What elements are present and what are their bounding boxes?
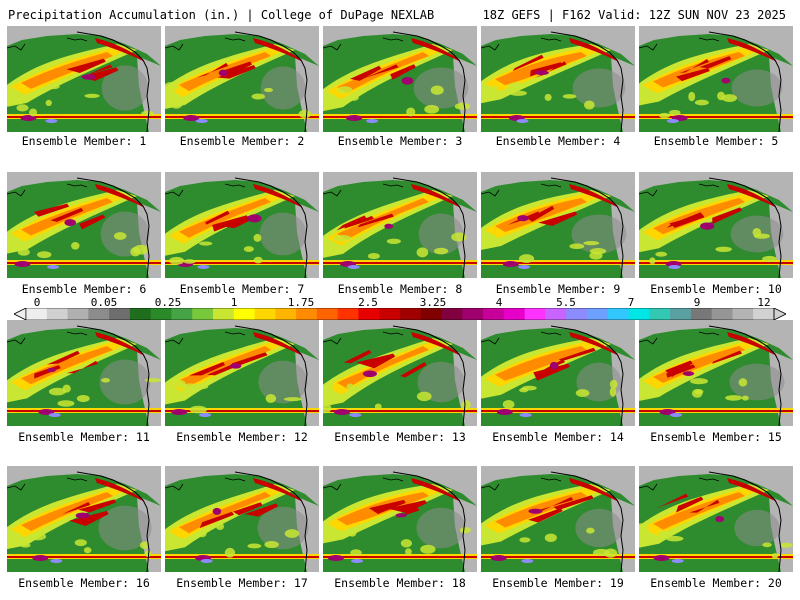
colorbar-swatch — [316, 308, 339, 320]
member-caption-5: Ensemble Member: 5 — [653, 134, 779, 148]
ensemble-map-10 — [639, 172, 793, 278]
colorbar-swatch — [690, 308, 713, 320]
member-caption-1: Ensemble Member: 1 — [21, 134, 147, 148]
colorbar-swatch — [379, 308, 401, 320]
colorbar-tick-label: 0 — [33, 296, 41, 309]
map-title: Precipitation Accumulation (in.) | Colle… — [8, 8, 435, 22]
member-caption-6: Ensemble Member: 6 — [21, 282, 147, 296]
colorbar-tick-label: 4 — [495, 296, 503, 309]
colorbar-swatch — [483, 308, 505, 320]
colorbar-swatch — [628, 308, 650, 320]
colorbar-tick-label: 12 — [757, 296, 771, 309]
ensemble-map-18 — [323, 466, 477, 572]
ensemble-map-8 — [323, 172, 477, 278]
colorbar-tick-label: 2.5 — [358, 296, 378, 309]
ensemble-map-1 — [7, 26, 161, 132]
member-caption-15: Ensemble Member: 15 — [650, 430, 782, 444]
ensemble-map-6 — [7, 172, 161, 278]
member-caption-8: Ensemble Member: 8 — [337, 282, 463, 296]
model-run-info: 18Z GEFS | F162 Valid: 12Z SUN NOV 23 20… — [482, 8, 786, 22]
ensemble-map-16 — [7, 466, 161, 572]
colorbar-swatch — [670, 308, 692, 320]
colorbar-swatch — [171, 308, 193, 320]
colorbar-swatch — [254, 308, 276, 320]
member-caption-12: Ensemble Member: 12 — [176, 430, 308, 444]
member-caption-11: Ensemble Member: 11 — [18, 430, 150, 444]
colorbar-swatch — [503, 308, 526, 320]
member-caption-16: Ensemble Member: 16 — [18, 576, 150, 590]
colorbar-swatch — [67, 308, 89, 320]
ensemble-map-17 — [165, 466, 319, 572]
member-caption-20: Ensemble Member: 20 — [650, 576, 782, 590]
member-caption-14: Ensemble Member: 14 — [492, 430, 624, 444]
colorbar-swatch — [545, 308, 567, 320]
colorbar-swatch — [296, 308, 318, 320]
colorbar-tick-label: 1 — [230, 296, 238, 309]
ensemble-map-14 — [481, 320, 635, 426]
member-caption-2: Ensemble Member: 2 — [179, 134, 305, 148]
member-caption-7: Ensemble Member: 7 — [179, 282, 305, 296]
ensemble-map-11 — [7, 320, 161, 426]
colorbar-swatch — [649, 308, 671, 320]
member-caption-18: Ensemble Member: 18 — [334, 576, 466, 590]
member-caption-10: Ensemble Member: 10 — [650, 282, 782, 296]
colorbar-swatch — [150, 308, 172, 320]
colorbar-tick-label: 1.75 — [287, 296, 315, 309]
colorbar-swatch — [524, 308, 546, 320]
colorbar-tick-label: 0.25 — [154, 296, 182, 309]
colorbar-swatch — [462, 308, 484, 320]
colorbar-swatch — [566, 308, 588, 320]
colorbar-swatch — [358, 308, 380, 320]
member-caption-4: Ensemble Member: 4 — [495, 134, 621, 148]
colorbar-swatch — [192, 308, 214, 320]
member-caption-3: Ensemble Member: 3 — [337, 134, 463, 148]
colorbar-tick-label: 5.5 — [556, 296, 576, 309]
member-caption-19: Ensemble Member: 19 — [492, 576, 624, 590]
ensemble-map-9 — [481, 172, 635, 278]
colorbar-swatch — [711, 308, 733, 320]
colorbar-swatch — [732, 308, 754, 320]
ensemble-map-7 — [165, 172, 319, 278]
colorbar-tick-label: 3.25 — [419, 296, 447, 309]
colorbar-swatch — [129, 308, 152, 320]
ensemble-map-19 — [481, 466, 635, 572]
colorbar-swatch — [88, 308, 110, 320]
colorbar-swatch — [46, 308, 69, 320]
colorbar-swatch — [109, 308, 131, 320]
colorbar-swatch — [587, 308, 609, 320]
colorbar-swatch — [607, 308, 630, 320]
colorbar-min-arrow — [14, 308, 27, 320]
member-caption-9: Ensemble Member: 9 — [495, 282, 621, 296]
colorbar-swatch — [400, 308, 422, 320]
colorbar-swatch — [420, 308, 443, 320]
colorbar-swatch — [213, 308, 235, 320]
ensemble-map-4 — [481, 26, 635, 132]
colorbar-tick-label: 0.05 — [90, 296, 118, 309]
ensemble-map-15 — [639, 320, 793, 426]
ensemble-map-13 — [323, 320, 477, 426]
ensemble-map-2 — [165, 26, 319, 132]
colorbar-swatch — [337, 308, 359, 320]
member-caption-17: Ensemble Member: 17 — [176, 576, 308, 590]
ensemble-map-5 — [639, 26, 793, 132]
colorbar-swatch — [233, 308, 256, 320]
colorbar-tick-label: 7 — [627, 296, 635, 309]
ensemble-map-12 — [165, 320, 319, 426]
colorbar-swatch — [441, 308, 463, 320]
precipitation-colorbar — [14, 308, 786, 320]
ensemble-map-3 — [323, 26, 477, 132]
colorbar-max-arrow — [773, 308, 786, 320]
colorbar-tick-label: 9 — [693, 296, 701, 309]
member-caption-13: Ensemble Member: 13 — [334, 430, 466, 444]
ensemble-map-20 — [639, 466, 793, 572]
colorbar-swatch — [26, 308, 48, 320]
colorbar-swatch — [275, 308, 297, 320]
colorbar-swatch — [753, 308, 775, 320]
